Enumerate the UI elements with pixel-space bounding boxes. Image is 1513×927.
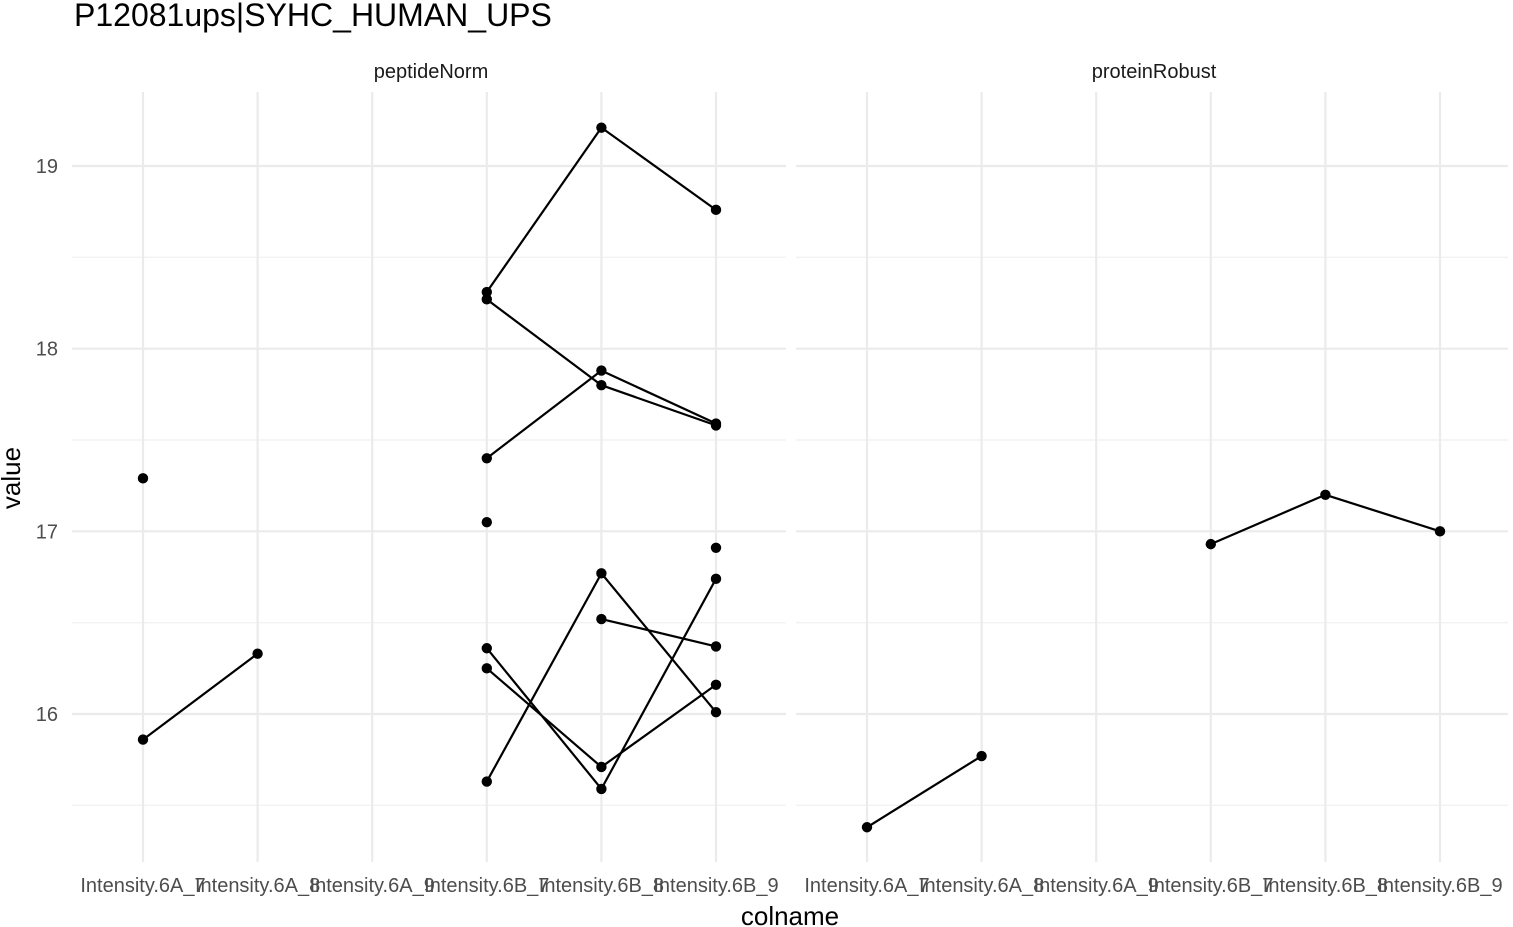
y-tick-label: 17 [36,521,58,543]
series-segment [600,572,717,713]
data-point [861,822,873,833]
data-point [137,473,149,484]
data-point [710,542,722,553]
y-axis-title: value [0,447,26,509]
x-tick-label: Intensity.6A_8 [919,875,1044,897]
x-tick-label: Intensity.6B_9 [1377,875,1502,897]
series-segment [486,298,603,387]
series [481,365,722,464]
y-tick-label: 16 [36,704,58,726]
x-tick-label: Intensity.6A_9 [1034,875,1159,897]
x-tick-label: Intensity.6A_7 [80,875,205,897]
series-segment [600,369,717,425]
x-tick-label: Intensity.6A_7 [804,875,929,897]
data-point [596,122,607,133]
series [481,568,722,787]
data-point [596,613,607,625]
series [481,517,492,528]
series [710,542,722,553]
data-point [596,761,607,773]
series-segment [485,572,603,783]
data-point [596,380,607,391]
data-point [710,706,722,718]
series-segment [485,127,603,293]
data-point [710,418,722,429]
panel-proteinRobust: proteinRobustIntensity.6A_7Intensity.6A_… [796,61,1508,897]
data-point [710,641,722,652]
data-point [481,643,492,654]
series [137,473,149,484]
series [1205,489,1446,550]
x-tick-label: Intensity.6A_9 [310,875,435,897]
x-tick-label: Intensity.6B_9 [653,875,778,897]
data-point [481,286,492,298]
y-tick-label: 18 [36,339,58,361]
data-point [481,294,492,305]
x-tick-label: Intensity.6A_8 [195,875,320,897]
x-tick-label: Intensity.6B_8 [539,875,664,897]
x-tick-label: Intensity.6B_7 [424,875,549,897]
data-point [481,776,492,787]
series [481,663,722,773]
data-point [596,783,607,795]
series-segment [601,617,717,648]
data-point [976,750,987,762]
facet-strip-label: proteinRobust [1092,61,1217,83]
series-segment [486,369,603,460]
data-point [481,453,492,464]
chart-title: P12081ups|SYHC_HUMAN_UPS [74,0,552,33]
series-segment [866,755,983,829]
data-point [1434,526,1446,537]
facet-strip-label: peptideNorm [374,61,489,83]
data-point [1320,489,1331,500]
series [596,613,722,652]
series-segment [600,126,717,211]
series [137,648,263,745]
data-point [710,204,722,216]
data-point [710,573,722,585]
series [861,750,987,833]
series-segment [142,652,259,741]
x-axis-title: colname [741,901,839,927]
data-point [596,568,607,579]
data-point [252,648,263,659]
series-segment [1325,493,1441,533]
series-segment [486,667,603,768]
x-tick-label: Intensity.6B_7 [1148,875,1273,897]
series-segment [600,683,717,768]
panels: peptideNormIntensity.6A_7Intensity.6A_8I… [36,61,1508,897]
data-point [481,517,492,528]
data-point [710,679,722,690]
data-point [481,663,492,674]
x-tick-label: Intensity.6B_8 [1263,875,1388,897]
panel-peptideNorm: peptideNormIntensity.6A_7Intensity.6A_8I… [36,61,786,897]
series-segment [601,384,717,427]
series [481,122,722,298]
data-point [137,734,149,745]
series-segment [1210,493,1326,546]
data-point [596,365,607,376]
y-tick-label: 19 [36,156,58,178]
series-segment [600,578,717,790]
data-point [1205,538,1217,550]
